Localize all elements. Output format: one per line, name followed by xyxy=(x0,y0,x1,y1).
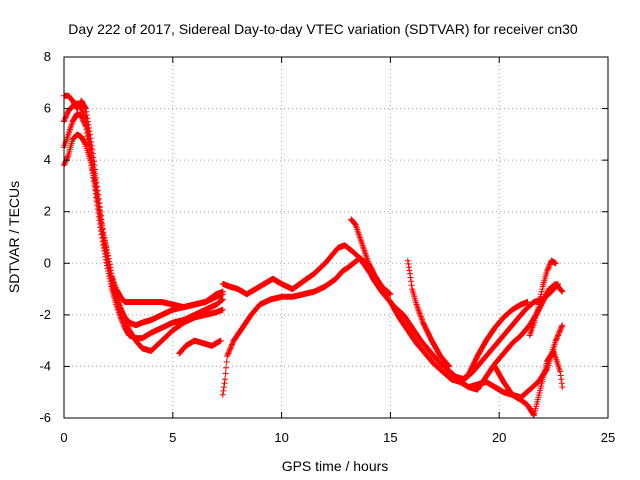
series-track-e xyxy=(176,337,224,357)
data-marker-trace xyxy=(348,216,394,298)
data-marker-trace xyxy=(219,242,561,383)
data-marker-trace xyxy=(404,257,453,370)
series-track-m xyxy=(526,257,559,339)
x-tick-label: 5 xyxy=(169,430,176,445)
series-track-h xyxy=(348,216,394,298)
y-axis-label: SDTVAR / TECUs xyxy=(6,181,22,293)
y-tick-label: 4 xyxy=(44,152,51,167)
series-track-i xyxy=(404,257,453,370)
data-marker-trace xyxy=(491,348,566,419)
x-tick-label: 25 xyxy=(601,430,615,445)
data-marker-trace xyxy=(448,299,531,385)
y-tick-label: 6 xyxy=(44,101,51,116)
y-tick-label: -2 xyxy=(39,307,51,322)
x-tick-label: 15 xyxy=(383,430,397,445)
series-track-l xyxy=(491,348,566,419)
y-tick-label: 0 xyxy=(44,255,51,270)
chart-title: Day 222 of 2017, Sidereal Day-to-day VTE… xyxy=(68,21,578,37)
axis-ticks: 0 5 10 15 20 25 -6 -4 -2 0 2 4 6 8 xyxy=(39,49,615,445)
y-tick-label: -6 xyxy=(39,410,51,425)
y-tick-label: 8 xyxy=(44,49,51,64)
x-axis-label: GPS time / hours xyxy=(282,458,389,474)
data-points xyxy=(61,92,566,419)
x-tick-label: 10 xyxy=(274,430,288,445)
data-marker-trace xyxy=(176,337,224,357)
y-tick-label: -4 xyxy=(39,358,51,373)
grid-lines xyxy=(64,57,608,418)
series-track-g xyxy=(219,242,561,383)
x-tick-label: 0 xyxy=(60,430,67,445)
plot-frame xyxy=(63,56,609,419)
y-tick-label: 2 xyxy=(44,204,51,219)
x-tick-label: 20 xyxy=(492,430,506,445)
data-marker-trace xyxy=(526,257,559,339)
series-track-j xyxy=(448,299,531,385)
